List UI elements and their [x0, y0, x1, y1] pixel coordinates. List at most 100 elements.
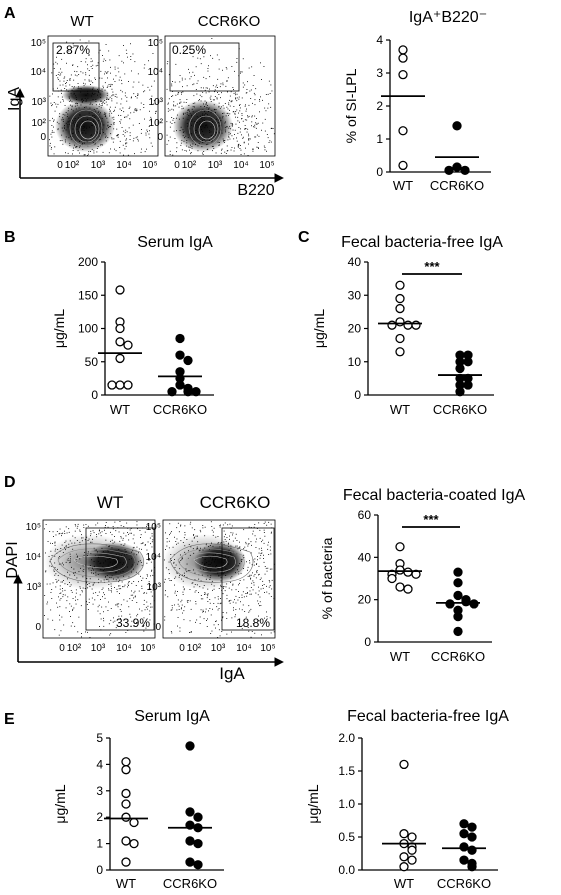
category-label: CCR6KO: [437, 876, 491, 891]
data-point: [399, 862, 409, 872]
data-point: [452, 121, 462, 131]
data-point: [395, 293, 405, 304]
flow-d-ko-gate: [221, 527, 275, 631]
data-point: [453, 590, 463, 601]
data-point: [459, 819, 469, 829]
panel-label-d: D: [4, 474, 16, 491]
flow-d-ko-percent: 18.8%: [236, 616, 270, 630]
dot-plots: IgA⁺B220⁻ 0 1 2 3 4 % of SI-LPL WT CCR6KO Serum I…: [51, 9, 525, 891]
category-label: WT: [390, 649, 410, 664]
data-point: [467, 822, 477, 832]
data-point: [453, 611, 463, 622]
dot-plot-a: IgA⁺B220⁻ 0 1 2 3 4 % of SI-LPL WT CCR6KO: [343, 9, 491, 193]
y-tick-label: 0.0: [338, 863, 355, 877]
dot-plot-title: Serum IgA: [137, 234, 213, 251]
flow-a-ko-percent: 0.25%: [172, 43, 206, 57]
flow-a-xtick: 0: [57, 160, 63, 171]
data-point: [399, 759, 409, 770]
flow-d-ko-xtick: 0: [179, 643, 185, 654]
y-tick-label: 1: [96, 837, 103, 851]
data-point: [444, 165, 454, 176]
data-point: [115, 353, 125, 364]
flow-d-ytick: 10⁴: [26, 552, 41, 563]
data-point: [121, 799, 131, 809]
data-point: [455, 363, 465, 374]
data-point: [445, 599, 455, 609]
data-point: [395, 333, 405, 344]
flow-a-xlabel: B220: [237, 182, 274, 199]
dot-plot-title: Fecal bacteria-free IgA: [347, 708, 509, 725]
flow-a-ko-xtick: 10⁴: [233, 160, 248, 171]
flow-a-xtick: 10³: [91, 160, 106, 171]
flow-a-xtick: 10⁵: [142, 160, 157, 171]
y-axis-label: % of bacteria: [319, 537, 335, 619]
y-axis-label: μg/mL: [51, 309, 67, 348]
y-tick-label: 50: [85, 355, 99, 369]
data-point: [115, 323, 125, 334]
data-point: [191, 387, 201, 397]
data-point: [467, 862, 477, 872]
data-point: [398, 45, 408, 55]
flow-d-xtick: 10⁴: [116, 643, 131, 654]
flow-d-ytick: 0: [35, 622, 41, 633]
flow-a-wt-percent: 2.87%: [56, 43, 90, 57]
data-point: [403, 320, 413, 330]
data-point: [398, 126, 408, 136]
y-tick-label: 2: [96, 810, 103, 824]
data-point: [107, 380, 117, 390]
data-point: [167, 387, 177, 397]
flow-a-ko-ytick: 10⁴: [148, 67, 163, 78]
data-point: [185, 857, 195, 867]
y-tick-label: 3: [376, 66, 383, 80]
y-tick-label: 0: [376, 165, 383, 179]
flow-a-xtick: 10²: [65, 160, 80, 171]
flow-a-ko-ytick: 10⁵: [148, 38, 163, 49]
flow-a-wt-plot: 2.87%: [47, 35, 159, 157]
data-point: [185, 807, 195, 817]
data-point: [398, 160, 408, 171]
category-label: CCR6KO: [163, 876, 217, 891]
data-point: [395, 317, 405, 327]
flow-a-ko-ytick: 10³: [149, 97, 164, 108]
flow-a-ko-label: CCR6KO: [198, 13, 261, 30]
category-label: CCR6KO: [433, 402, 487, 417]
data-point: [387, 320, 397, 330]
dot-plot-title: IgA⁺B220⁻: [409, 9, 487, 26]
flow-d-xtick: 10²: [67, 643, 82, 654]
data-point: [121, 757, 131, 767]
data-point: [185, 836, 195, 846]
y-tick-label: 2: [376, 99, 383, 113]
significance-label: ***: [423, 512, 439, 527]
dot-plot-title: Fecal bacteria-free IgA: [341, 234, 503, 251]
y-tick-label: 150: [78, 288, 98, 302]
flow-panel-a: WT CCR6KO 2.87% 0.25% 10⁵: [6, 13, 284, 199]
y-axis-label: % of SI-LPL: [343, 68, 359, 143]
data-point: [193, 812, 203, 822]
panel-label-a: A: [4, 5, 16, 22]
data-point: [411, 320, 421, 330]
y-tick-label: 20: [348, 322, 362, 336]
dot-plot-e2: Fecal bacteria-free IgA 0.0 0.5 1.0 1.5 2.0 μg…: [305, 708, 509, 891]
y-tick-label: 1: [376, 132, 383, 146]
y-tick-label: 40: [348, 255, 362, 269]
flow-a-ytick: 10⁴: [31, 67, 46, 78]
y-tick-label: 4: [96, 757, 103, 771]
data-point: [399, 829, 409, 839]
y-tick-label: 5: [96, 731, 103, 745]
y-tick-label: 2.0: [338, 731, 355, 745]
flow-d-xtick: 10⁵: [140, 643, 155, 654]
data-point: [469, 599, 479, 609]
category-label: CCR6KO: [430, 178, 484, 193]
y-tick-label: 60: [358, 508, 372, 522]
flow-a-wt-gate: [52, 42, 100, 92]
flow-a-ko-gate: [169, 42, 240, 92]
flow-a-ko-xtick: 10⁵: [259, 160, 274, 171]
dot-plot-e1: Serum IgA 0 1 2 3 4 5 μg/mL WT CCR6KO: [52, 708, 224, 891]
data-point: [115, 337, 125, 347]
data-point: [459, 855, 469, 865]
data-point: [407, 855, 417, 865]
data-point: [121, 765, 131, 775]
flow-a-wt-label: WT: [70, 13, 93, 30]
data-point: [115, 285, 125, 295]
